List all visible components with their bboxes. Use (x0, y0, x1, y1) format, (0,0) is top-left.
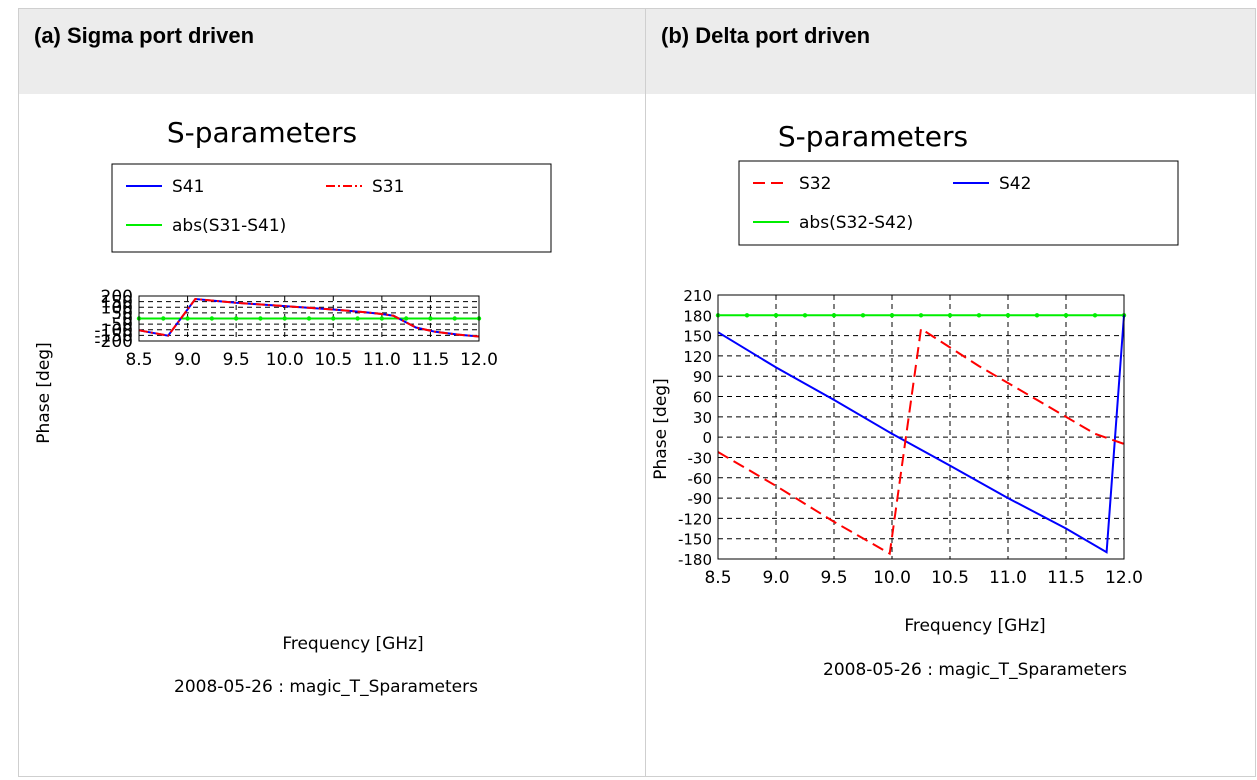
data-point (403, 316, 409, 321)
y-tick-label: -120 (678, 510, 712, 528)
data-point (860, 313, 866, 318)
legend-label: S32 (799, 174, 831, 194)
data-point (773, 313, 779, 318)
x-tick-label: 12.0 (460, 350, 498, 370)
legend-label: abs(S32-S42) (799, 213, 913, 233)
data-point (185, 316, 190, 321)
x-axis-label: Frequency [GHz] (282, 634, 423, 654)
data-point (428, 316, 433, 321)
y-tick-label: 150 (101, 293, 133, 313)
panel-heading-sigma: (a) Sigma port driven (19, 9, 645, 94)
plot-border (138, 295, 480, 342)
y-tick-label: 210 (683, 287, 712, 305)
y-tick-label: -30 (688, 449, 713, 467)
y-tick-label: 30 (693, 409, 712, 427)
y-tick-label: 200 (101, 287, 133, 307)
data-point (355, 316, 360, 321)
chart-footer: 2008-05-26 : magic_T_Sparameters (174, 677, 478, 697)
figure-frame: (a) Sigma port driven S-parameters S41 S31… (18, 8, 1256, 777)
plot-border (717, 294, 1125, 560)
x-tick-label: 11.5 (1047, 568, 1085, 588)
x-tick-label: 11.0 (363, 350, 401, 370)
data-point (744, 313, 750, 318)
data-point (258, 316, 263, 321)
x-tick-label: 11.0 (989, 568, 1027, 588)
panel-sigma: (a) Sigma port driven S-parameters S41 S31… (19, 9, 646, 776)
data-point (282, 316, 287, 321)
series-line-s42 (717, 315, 1125, 554)
y-tick-label: -50 (105, 315, 133, 335)
data-point (831, 313, 837, 318)
x-tick-label: 9.5 (820, 568, 847, 588)
data-point (1092, 313, 1098, 318)
y-axis-label: Phase [deg] (651, 378, 671, 479)
data-point (209, 316, 215, 321)
y-tick-label: 100 (101, 298, 133, 318)
chart-delta-port: S-parameters S32 S42 abs(S32-S42) -180 -150 -1… (651, 120, 1179, 680)
data-point (306, 316, 312, 321)
data-point (233, 316, 239, 321)
series-line-s31 (138, 297, 480, 338)
data-point (1005, 313, 1011, 318)
x-tick-label: 10.0 (873, 568, 911, 588)
y-tick-label: -100 (94, 321, 133, 341)
plot-area (718, 295, 1124, 559)
panel-heading-delta: (b) Delta port driven (646, 9, 1255, 94)
chart-title: S-parameters (167, 116, 357, 149)
data-point (331, 316, 336, 321)
legend-box (738, 160, 1179, 246)
y-tick-label: -60 (688, 470, 713, 488)
x-tick-label: 8.5 (704, 568, 731, 588)
data-point (976, 313, 982, 318)
y-tick-label: 50 (111, 304, 133, 324)
data-point (452, 316, 457, 321)
chart-sigma-port: S-parameters S41 S31 abs(S31-S41) -200-150-1… (34, 116, 552, 697)
legend-label: S41 (172, 177, 204, 197)
data-point (947, 313, 953, 318)
y-tick-label: -150 (678, 531, 712, 549)
x-tick-label: 9.5 (223, 350, 250, 370)
y-tick-label: 150 (683, 328, 712, 346)
panel-delta: (b) Delta port driven S-parameters S32 S42… (646, 9, 1255, 776)
legend-box (111, 163, 552, 253)
x-tick-label: 9.0 (762, 568, 789, 588)
data-point (918, 313, 924, 318)
x-tick-label: 12.0 (1105, 568, 1143, 588)
data-point (1034, 313, 1040, 318)
y-tick-label: 60 (693, 389, 712, 407)
x-tick-label: 9.0 (174, 350, 201, 370)
y-tick-label: -150 (94, 326, 133, 346)
data-point (161, 316, 166, 321)
y-tick-label: 0 (122, 310, 133, 330)
y-tick-label: -90 (688, 490, 713, 508)
y-tick-label: 180 (683, 307, 712, 325)
x-tick-label: 8.5 (125, 350, 152, 370)
y-tick-label: -200 (94, 332, 133, 352)
data-point (1063, 313, 1069, 318)
x-axis-label: Frequency [GHz] (904, 616, 1045, 636)
y-tick-label: -180 (678, 551, 712, 569)
data-point (802, 313, 808, 318)
x-tick-label: 11.5 (411, 350, 449, 370)
chart-footer: 2008-05-26 : magic_T_Sparameters (823, 660, 1127, 680)
data-point (379, 316, 385, 321)
x-tick-label: 10.5 (314, 350, 352, 370)
y-tick-label: 0 (702, 429, 712, 447)
legend-label: S42 (999, 174, 1031, 194)
chart-title: S-parameters (778, 120, 968, 153)
legend-label: S31 (372, 177, 404, 197)
x-tick-label: 10.5 (931, 568, 969, 588)
y-tick-label: 90 (693, 368, 712, 386)
x-tick-label: 10.0 (266, 350, 304, 370)
y-axis-label: Phase [deg] (34, 342, 54, 443)
y-tick-label: 120 (683, 348, 712, 366)
legend-label: abs(S31-S41) (172, 216, 286, 236)
data-point (889, 313, 895, 318)
